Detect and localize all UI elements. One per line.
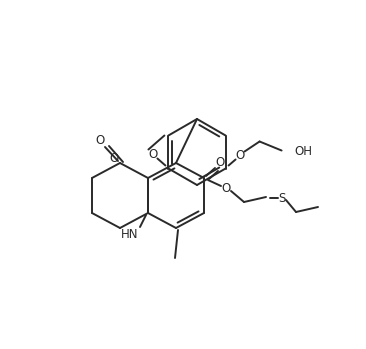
Text: O: O: [149, 148, 158, 161]
Text: HN: HN: [121, 229, 139, 242]
Text: O: O: [215, 156, 225, 169]
Text: S: S: [278, 193, 286, 206]
Text: O: O: [96, 134, 105, 148]
Text: O: O: [221, 181, 231, 194]
Text: O: O: [109, 152, 119, 165]
Text: O: O: [235, 149, 244, 162]
Text: OH: OH: [295, 145, 313, 158]
